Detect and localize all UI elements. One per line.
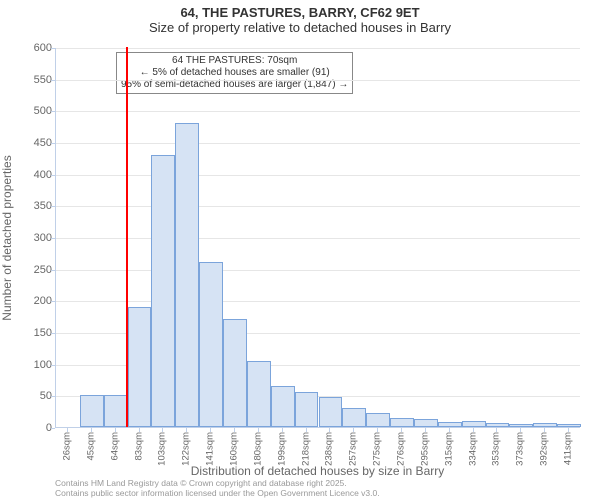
x-tick-label: 218sqm — [300, 432, 311, 466]
gridline — [56, 270, 580, 271]
x-tick-label: 64sqm — [109, 432, 120, 461]
annotation-box: 64 THE PASTURES: 70sqm ← 5% of detached … — [116, 52, 353, 94]
histogram-bar — [271, 386, 295, 427]
y-tick-mark — [51, 365, 55, 366]
y-tick-label: 600 — [12, 42, 52, 54]
chart-title: 64, THE PASTURES, BARRY, CF62 9ET — [0, 0, 600, 21]
x-tick-label: 257sqm — [348, 432, 359, 466]
histogram-bar — [175, 123, 199, 427]
x-tick-label: 334sqm — [467, 432, 478, 466]
gridline — [56, 206, 580, 207]
y-tick-mark — [51, 175, 55, 176]
x-tick-label: 392sqm — [539, 432, 550, 466]
x-tick-label: 141sqm — [205, 432, 216, 466]
histogram-bar — [462, 421, 486, 427]
histogram-bar — [151, 155, 175, 427]
y-tick-label: 0 — [12, 422, 52, 434]
x-tick-label: 373sqm — [515, 432, 526, 466]
y-tick-label: 50 — [12, 390, 52, 402]
x-tick-label: 276sqm — [396, 432, 407, 466]
gridline — [56, 143, 580, 144]
x-tick-label: 353sqm — [491, 432, 502, 466]
histogram-bar — [438, 422, 462, 427]
y-tick-label: 500 — [12, 105, 52, 117]
x-tick-label: 275sqm — [372, 432, 383, 466]
gridline — [56, 80, 580, 81]
gridline — [56, 301, 580, 302]
y-tick-mark — [51, 143, 55, 144]
y-tick-label: 450 — [12, 137, 52, 149]
x-tick-label: 411sqm — [563, 432, 574, 465]
x-axis-title: Distribution of detached houses by size … — [55, 464, 580, 478]
x-tick-label: 83sqm — [133, 432, 144, 461]
histogram-bar — [390, 418, 414, 428]
y-tick-label: 100 — [12, 359, 52, 371]
marker-line — [126, 47, 128, 427]
gridline — [56, 111, 580, 112]
x-tick-label: 315sqm — [443, 432, 454, 466]
histogram-bar — [247, 361, 271, 428]
x-tick-label: 295sqm — [419, 432, 430, 466]
y-tick-mark — [51, 48, 55, 49]
y-tick-mark — [51, 396, 55, 397]
credits: Contains HM Land Registry data © Crown c… — [55, 479, 380, 498]
histogram-bar — [295, 392, 319, 427]
x-tick-label: 122sqm — [181, 432, 192, 466]
y-tick-label: 150 — [12, 327, 52, 339]
chart-container: 64, THE PASTURES, BARRY, CF62 9ET Size o… — [0, 0, 600, 500]
gridline — [56, 175, 580, 176]
y-tick-mark — [51, 301, 55, 302]
x-tick-label: 180sqm — [252, 432, 263, 466]
y-tick-mark — [51, 111, 55, 112]
annotation-line-1: 64 THE PASTURES: 70sqm — [121, 55, 348, 67]
y-tick-label: 350 — [12, 200, 52, 212]
plot-area: 64 THE PASTURES: 70sqm ← 5% of detached … — [55, 48, 580, 428]
y-tick-mark — [51, 428, 55, 429]
x-tick-label: 26sqm — [61, 432, 72, 461]
chart-subtitle: Size of property relative to detached ho… — [0, 21, 600, 36]
histogram-bar — [223, 319, 247, 427]
y-tick-mark — [51, 333, 55, 334]
histogram-bar — [509, 424, 533, 427]
x-tick-label: 238sqm — [324, 432, 335, 466]
x-tick-label: 45sqm — [85, 432, 96, 461]
histogram-bar — [414, 419, 438, 427]
histogram-bar — [319, 397, 343, 427]
x-tick-label: 103sqm — [157, 432, 168, 466]
gridline — [56, 48, 580, 49]
x-tick-label: 160sqm — [228, 432, 239, 466]
histogram-bar — [486, 423, 510, 427]
histogram-bar — [80, 395, 104, 427]
y-tick-mark — [51, 270, 55, 271]
histogram-bar — [104, 395, 128, 427]
histogram-bar — [366, 413, 390, 427]
y-tick-label: 550 — [12, 74, 52, 86]
annotation-line-3: 95% of semi-detached houses are larger (… — [121, 79, 348, 91]
y-tick-label: 400 — [12, 169, 52, 181]
histogram-bar — [128, 307, 152, 427]
y-tick-label: 200 — [12, 295, 52, 307]
credits-line-2: Contains public sector information licen… — [55, 489, 380, 498]
histogram-bar — [533, 423, 557, 427]
histogram-bar — [199, 262, 223, 427]
y-tick-label: 300 — [12, 232, 52, 244]
gridline — [56, 238, 580, 239]
histogram-bar — [557, 424, 581, 427]
x-tick-label: 199sqm — [276, 432, 287, 466]
histogram-bar — [342, 408, 366, 427]
y-tick-label: 250 — [12, 264, 52, 276]
y-tick-mark — [51, 206, 55, 207]
y-tick-mark — [51, 238, 55, 239]
y-tick-mark — [51, 80, 55, 81]
annotation-line-2: ← 5% of detached houses are smaller (91) — [121, 67, 348, 79]
